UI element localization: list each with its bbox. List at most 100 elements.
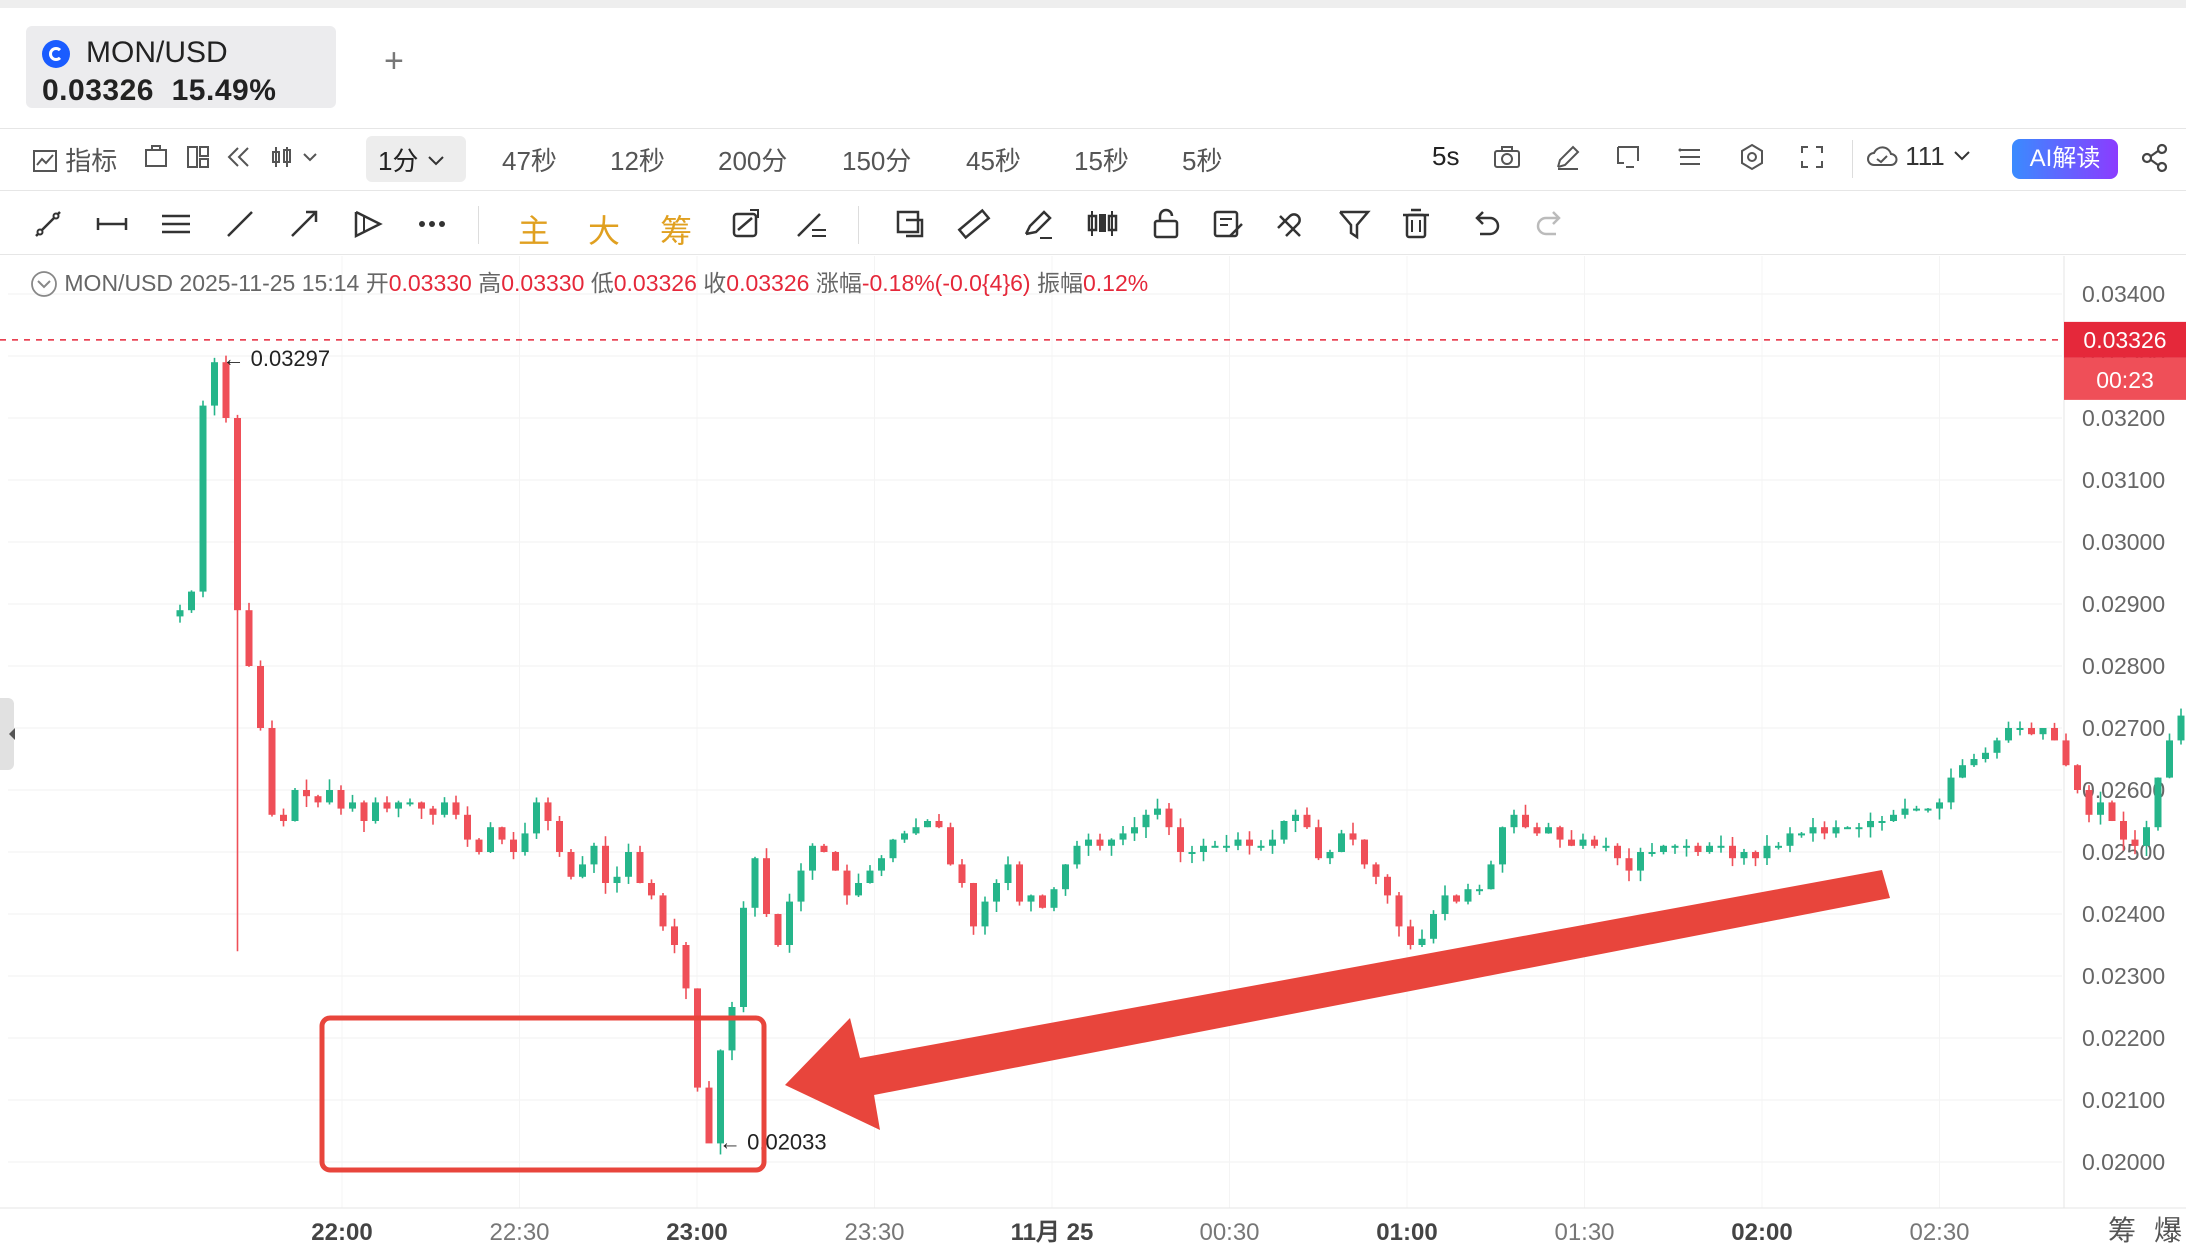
measure-tool-icon[interactable] <box>892 206 928 242</box>
info-change-label: 涨幅 <box>815 270 862 296</box>
axis-corner-button[interactable]: 筹 <box>2108 1214 2136 1247</box>
candle-body <box>590 845 598 865</box>
list-icon[interactable] <box>1676 143 1704 178</box>
replay-icon[interactable] <box>224 143 254 178</box>
y-tick-label: 0.02300 <box>2082 963 2165 989</box>
candles-compare-icon[interactable] <box>1084 206 1120 242</box>
redo-icon[interactable] <box>1532 206 1568 242</box>
arrow-tool-icon[interactable] <box>286 206 322 242</box>
share-icon[interactable] <box>2140 143 2170 180</box>
collapse-chevron-icon[interactable] <box>30 270 58 298</box>
candle-body <box>636 852 644 883</box>
more-tools-icon[interactable] <box>414 206 450 242</box>
candle-body <box>2177 715 2185 741</box>
pattern-tool-icon[interactable] <box>350 206 386 242</box>
ai-interpret-button[interactable]: AI解读 <box>2012 139 2118 179</box>
candle-body <box>1717 845 1725 848</box>
trend-line-tool-icon[interactable] <box>30 206 66 242</box>
candle-body <box>866 870 874 883</box>
interval-150m[interactable]: 150分 <box>842 146 912 176</box>
interval-12s[interactable]: 12秒 <box>610 146 665 176</box>
y-tick-label: 0.03000 <box>2082 529 2165 555</box>
candle-body <box>1545 827 1552 834</box>
candle-body <box>1280 821 1288 840</box>
candle-body <box>843 870 851 896</box>
candle-body <box>1660 845 1667 852</box>
tab-symbol: MON/USD <box>86 36 228 69</box>
interval-active[interactable]: 1分 <box>378 141 446 178</box>
parallel-lines-tool-icon[interactable] <box>158 206 194 242</box>
magnet-tool-icon[interactable] <box>794 206 830 242</box>
info-change: -0.18%(-0.0{4}6) <box>861 270 1031 296</box>
candle-body <box>1821 827 1828 834</box>
interval-5s[interactable]: 5秒 <box>1182 146 1223 176</box>
interval-45s[interactable]: 45秒 <box>966 146 1021 176</box>
candle-body <box>1901 808 1909 815</box>
interval-200m[interactable]: 200分 <box>718 146 788 176</box>
candle-body <box>1303 814 1311 828</box>
delete-icon[interactable] <box>1398 206 1434 242</box>
y-tick-label: 0.03400 <box>2082 281 2165 307</box>
refresh-rate[interactable]: 5s <box>1432 141 1460 171</box>
note-edit-icon[interactable] <box>1210 206 1246 242</box>
axis-corner-button[interactable]: 爆 <box>2154 1214 2182 1247</box>
candle-body <box>1188 852 1196 854</box>
y-tick-label: 0.02200 <box>2082 1025 2165 1051</box>
main-indicator-toggle[interactable]: 主 <box>518 213 551 249</box>
candle-body <box>556 821 563 852</box>
info-close-label: 收 <box>703 270 727 296</box>
template-icon[interactable] <box>142 143 170 178</box>
fullscreen-icon[interactable] <box>1798 143 1826 178</box>
lock-icon[interactable] <box>1148 206 1184 242</box>
candle-body <box>441 802 448 815</box>
candle-body <box>1142 814 1150 828</box>
candle-body <box>521 833 529 852</box>
brush-icon[interactable] <box>1020 206 1056 242</box>
info-high: 0.03330 <box>501 270 585 296</box>
candle-body <box>1556 827 1564 840</box>
candle-body <box>1809 827 1817 834</box>
coin-logo-icon <box>42 40 70 68</box>
candle-body <box>2131 839 2139 846</box>
candle-body <box>751 858 759 908</box>
indicators-button[interactable]: 指标 <box>32 141 117 178</box>
cloud-sync-button[interactable]: 111 <box>1866 141 1972 172</box>
y-tick-label: 0.03100 <box>2082 467 2165 493</box>
candle-body <box>1338 833 1345 852</box>
horizontal-segment-tool-icon[interactable] <box>94 206 130 242</box>
settings-icon[interactable] <box>1738 143 1766 178</box>
candle-body <box>188 591 195 611</box>
candle-body <box>1004 864 1012 883</box>
candle-body <box>1993 740 2001 753</box>
ruler-icon[interactable] <box>956 206 992 242</box>
candle-body <box>602 845 609 883</box>
candle-body <box>1499 827 1506 865</box>
hide-drawings-icon[interactable] <box>1272 206 1308 242</box>
symbol-tab[interactable]: MON/USD 0.03326 15.49% <box>26 26 336 108</box>
info-amp: 0.12% <box>1082 270 1149 296</box>
sync-drawing-icon[interactable] <box>728 206 764 242</box>
big-order-toggle[interactable]: 大 <box>588 213 621 249</box>
candle-type-icon[interactable] <box>270 143 322 178</box>
side-panel-handle[interactable] <box>0 698 15 770</box>
ray-tool-icon[interactable] <box>222 206 258 242</box>
candle-body <box>797 870 805 902</box>
window-icon[interactable] <box>1614 143 1642 178</box>
interval-15s[interactable]: 15秒 <box>1074 146 1129 176</box>
candle-body <box>349 802 356 809</box>
camera-icon[interactable] <box>1492 143 1522 178</box>
candle-body <box>1177 827 1184 852</box>
undo-icon[interactable] <box>1468 206 1504 242</box>
add-tab-button[interactable]: + <box>384 42 404 80</box>
layout-icon[interactable] <box>184 143 212 178</box>
chips-toggle[interactable]: 筹 <box>660 213 693 249</box>
filter-icon[interactable] <box>1336 206 1372 242</box>
candle-body <box>567 852 575 877</box>
candle-body <box>372 802 379 821</box>
candle-body <box>2108 802 2116 821</box>
candle-body <box>935 821 943 828</box>
interval-47s[interactable]: 47秒 <box>502 146 557 176</box>
pen-icon[interactable] <box>1554 143 1582 178</box>
candle-body <box>245 610 253 666</box>
